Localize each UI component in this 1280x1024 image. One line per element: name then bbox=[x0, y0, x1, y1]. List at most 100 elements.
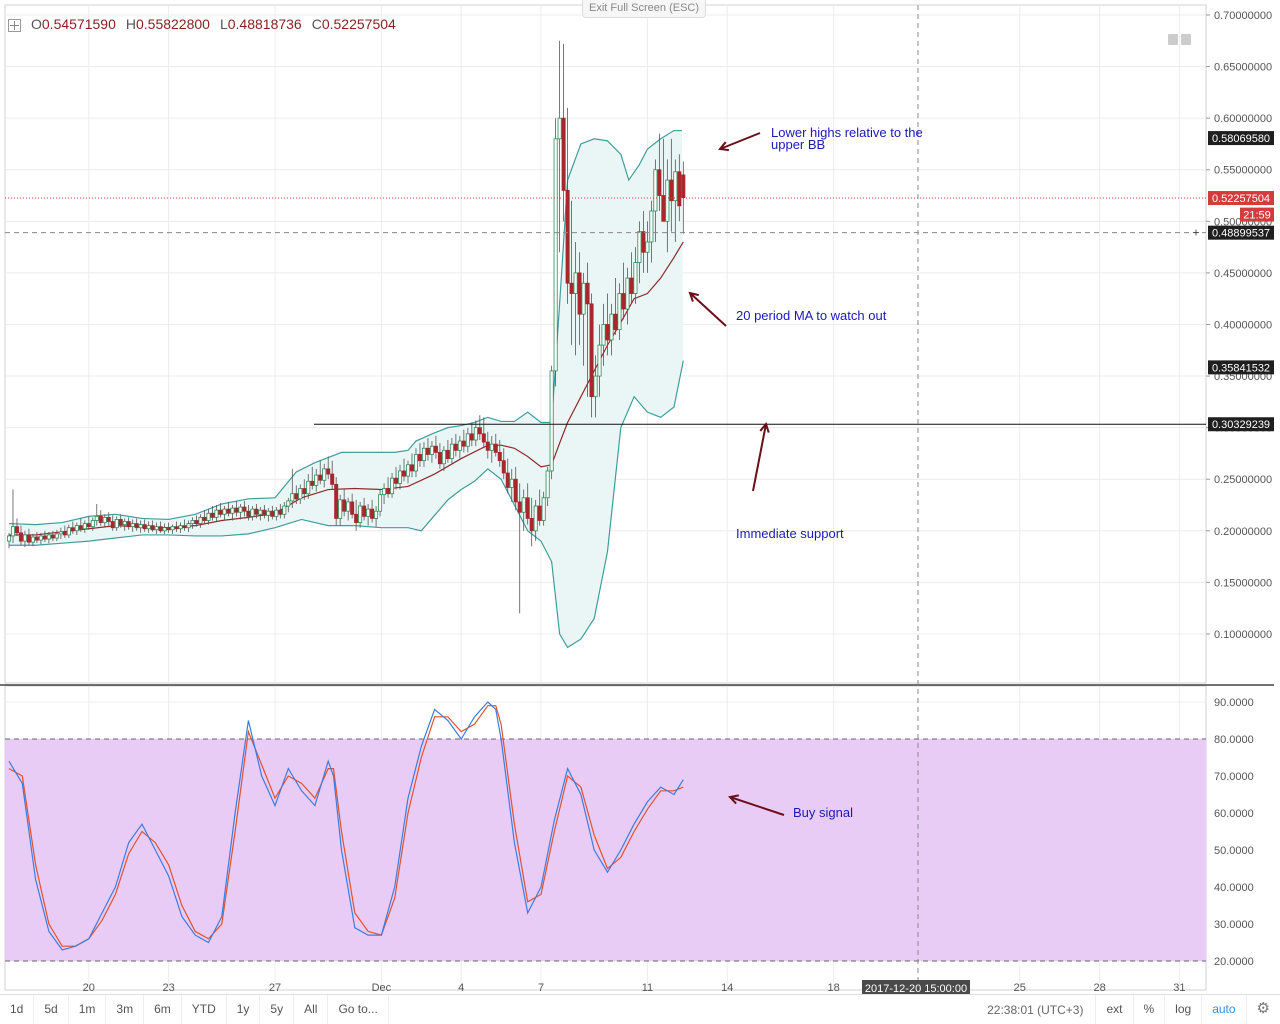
candle bbox=[457, 435, 462, 459]
candle-body bbox=[681, 174, 686, 198]
candle-body bbox=[318, 474, 323, 481]
candle-body bbox=[130, 523, 135, 528]
candle-body bbox=[673, 171, 678, 202]
candle-body bbox=[218, 509, 223, 515]
auto-button[interactable]: auto bbox=[1201, 995, 1245, 1024]
candle bbox=[445, 440, 450, 463]
candle bbox=[242, 500, 247, 517]
candle bbox=[453, 433, 458, 457]
candle-body bbox=[441, 449, 446, 465]
candle-body bbox=[38, 535, 43, 541]
candle-body bbox=[198, 516, 203, 524]
percent-button[interactable]: % bbox=[1132, 995, 1165, 1024]
candle-body bbox=[517, 501, 522, 513]
candle-body bbox=[549, 370, 554, 472]
candle-body bbox=[629, 277, 634, 294]
gear-icon[interactable]: ⚙ bbox=[1245, 995, 1280, 1024]
candle-body bbox=[326, 468, 331, 475]
goto-button[interactable]: Go to... bbox=[328, 994, 389, 1024]
range-button-all[interactable]: All bbox=[294, 994, 329, 1024]
pane-maximize-icon[interactable] bbox=[1181, 34, 1191, 45]
candle-body bbox=[669, 179, 674, 202]
candle-body bbox=[585, 282, 590, 305]
candle-body bbox=[509, 478, 514, 488]
pane-minimize-icon[interactable] bbox=[1168, 34, 1178, 45]
candle bbox=[182, 519, 187, 531]
candle-body bbox=[150, 525, 155, 531]
candle bbox=[7, 532, 12, 549]
candle bbox=[398, 464, 403, 490]
range-button-1d[interactable]: 1d bbox=[0, 994, 35, 1024]
candle-body bbox=[190, 520, 195, 524]
candle-body bbox=[541, 497, 546, 521]
candle-body bbox=[254, 508, 259, 515]
candle bbox=[677, 154, 682, 222]
candle-body bbox=[637, 231, 642, 263]
candle bbox=[537, 489, 542, 526]
candle bbox=[94, 503, 99, 526]
candle-body bbox=[485, 441, 490, 451]
ext-button[interactable]: ext bbox=[1095, 995, 1132, 1024]
log-button[interactable]: log bbox=[1164, 995, 1201, 1024]
candle bbox=[134, 518, 139, 531]
candle-body bbox=[22, 534, 27, 542]
candle bbox=[405, 460, 410, 484]
candle-body bbox=[66, 527, 71, 536]
candle bbox=[565, 107, 570, 304]
collapse-icon[interactable] bbox=[8, 18, 21, 32]
candle bbox=[266, 508, 271, 522]
candle-body bbox=[58, 531, 63, 535]
price-label: 0.30329239 bbox=[1208, 417, 1274, 432]
candle bbox=[601, 303, 606, 366]
candle-body bbox=[346, 501, 351, 512]
candle-body bbox=[26, 534, 31, 543]
range-button-5y[interactable]: 5y bbox=[260, 994, 295, 1024]
range-button-3m[interactable]: 3m bbox=[106, 994, 145, 1024]
candle-body bbox=[394, 477, 399, 484]
candle-body bbox=[114, 519, 119, 529]
candle bbox=[334, 477, 339, 526]
open-value: 0.54571590 bbox=[41, 16, 116, 32]
y-tick-label: 0.55000000 bbox=[1214, 165, 1272, 177]
exit-fullscreen-button[interactable]: Exit Full Screen (ESC) bbox=[582, 0, 706, 18]
candle-body bbox=[338, 499, 343, 519]
candle bbox=[390, 473, 395, 498]
candle-body bbox=[533, 505, 538, 532]
arrow-lower-highs bbox=[718, 132, 761, 152]
candle bbox=[362, 497, 367, 521]
candle-body bbox=[553, 138, 558, 372]
candle-body bbox=[362, 505, 367, 517]
range-button-1y[interactable]: 1y bbox=[227, 994, 261, 1024]
candle bbox=[106, 512, 111, 526]
x-tick-label: 18 bbox=[827, 982, 839, 994]
candle-body bbox=[449, 443, 454, 459]
candle bbox=[230, 505, 235, 521]
candle-body bbox=[146, 525, 151, 530]
candle-body bbox=[270, 510, 275, 517]
range-button-ytd[interactable]: YTD bbox=[182, 994, 227, 1024]
time-marker-bg bbox=[862, 980, 970, 996]
candle bbox=[18, 525, 23, 546]
y-tick-label: 40.0000 bbox=[1214, 882, 1254, 894]
candle bbox=[50, 530, 55, 542]
candle bbox=[485, 431, 490, 459]
candle-body bbox=[266, 510, 271, 516]
range-button-6m[interactable]: 6m bbox=[144, 994, 182, 1024]
candle-body bbox=[405, 464, 410, 477]
candle bbox=[34, 531, 39, 544]
candle bbox=[509, 468, 514, 502]
arrow-shaft bbox=[752, 423, 767, 492]
annotation-text: upper BB bbox=[771, 137, 825, 152]
range-button-5d[interactable]: 5d bbox=[34, 994, 69, 1024]
candle bbox=[533, 499, 538, 542]
candle bbox=[378, 489, 383, 517]
range-button-1m[interactable]: 1m bbox=[69, 994, 107, 1024]
candle-body bbox=[390, 477, 395, 495]
open-label: O bbox=[31, 16, 42, 32]
y-tick-label: 30.0000 bbox=[1214, 919, 1254, 931]
candle-body bbox=[102, 516, 107, 523]
y-tick-label: 0.70000000 bbox=[1214, 10, 1272, 22]
candle-body bbox=[122, 521, 127, 526]
candle-body bbox=[238, 506, 243, 513]
candle-body bbox=[178, 525, 183, 530]
